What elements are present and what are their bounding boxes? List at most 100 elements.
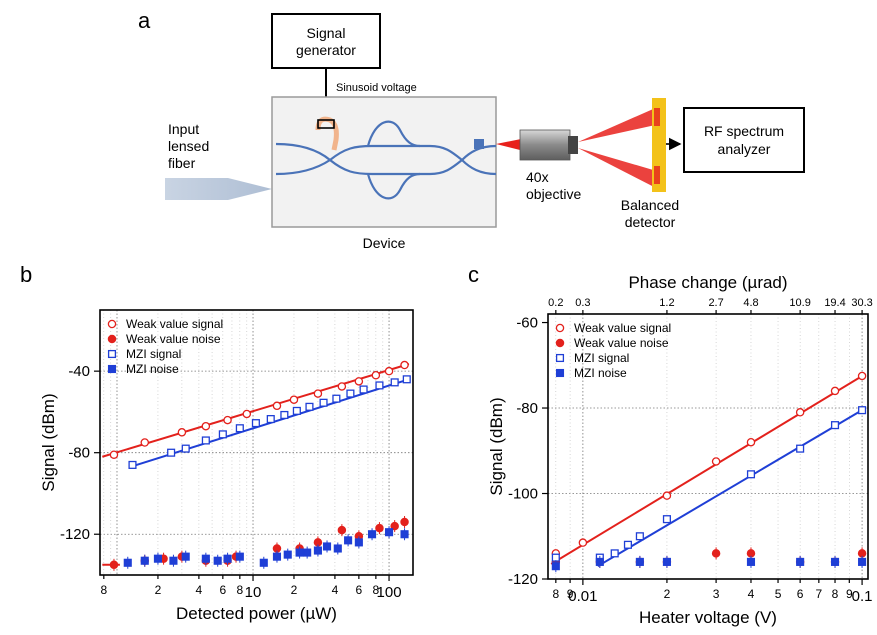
x-tick-label: 3 [713, 587, 720, 601]
x-tick-label: 4 [196, 583, 203, 597]
panel-label-c: c [468, 262, 479, 287]
data-point-mzi-signal [662, 515, 671, 524]
x-axis-title: Detected power (µW) [176, 604, 337, 623]
legend-marker [555, 368, 565, 378]
top-x-tick-label: 19.4 [824, 297, 845, 309]
data-point-weak-value-signal [746, 437, 756, 447]
data-point-weak-value-noise [390, 521, 399, 531]
y-tick-label: -80 [68, 445, 90, 462]
rf-analyzer-label: RF spectrum analyzer [704, 123, 784, 157]
data-point-mzi-noise [259, 558, 268, 567]
data-point-mzi-signal [201, 436, 210, 445]
legend-label: MZI signal [574, 351, 629, 365]
data-point-mzi-noise [354, 538, 363, 547]
data-point-mzi-signal [251, 419, 260, 428]
x-tick-label: 2 [155, 583, 162, 597]
top-x-tick-label: 30.3 [851, 297, 872, 309]
data-point-mzi-noise [283, 550, 292, 559]
legend-label: Weak value signal [126, 317, 223, 331]
data-point-mzi-noise [169, 556, 178, 565]
panel-a-schematic: a Signal generator Sinusoid voltage Input… [138, 8, 805, 251]
x-tick-label: 4 [748, 587, 755, 601]
data-point-mzi-signal [235, 424, 244, 433]
legend-label: MZI noise [126, 362, 179, 376]
data-point-mzi-signal [292, 406, 301, 415]
legend-marker [107, 334, 117, 344]
data-point-mzi-noise [140, 556, 149, 565]
data-point-weak-value-signal [384, 366, 394, 376]
data-point-mzi-noise [223, 554, 232, 563]
data-point-weak-value-noise [857, 549, 867, 558]
top-x-axis-title: Phase change (µrad) [628, 273, 787, 292]
x-axis-title: Heater voltage (V) [639, 608, 777, 627]
data-point-weak-value-signal [578, 538, 588, 547]
y-tick-label: -40 [68, 363, 90, 380]
data-point-weak-value-signal [662, 491, 672, 500]
data-point-mzi-signal [319, 398, 328, 407]
data-point-mzi-noise [344, 536, 353, 545]
x-tick-label: 9 [846, 587, 853, 601]
data-point-mzi-noise [322, 542, 332, 551]
data-point-mzi-signal [280, 410, 289, 420]
data-point-weak-value-signal [795, 408, 805, 417]
photodiode-top [654, 108, 660, 126]
objective-lens [519, 129, 571, 161]
data-point-weak-value-signal [223, 415, 232, 425]
y-tick-label: -60 [516, 315, 538, 332]
beam-lower [578, 148, 660, 190]
data-point-mzi-signal [796, 444, 805, 453]
rf-analyzer-box [683, 107, 805, 173]
top-x-tick-label: 0.2 [548, 297, 563, 309]
data-point-mzi-noise [153, 554, 162, 563]
x-tick-label: 6 [356, 583, 363, 597]
beam-upper [578, 106, 660, 142]
data-point-weak-value-signal [857, 371, 867, 381]
top-x-tick-label: 10.9 [789, 297, 810, 309]
legend-marker [555, 353, 565, 363]
x-tick-label: 4 [332, 583, 339, 597]
data-point-weak-value-signal [830, 386, 840, 396]
data-point-mzi-noise [551, 562, 560, 571]
data-point-mzi-signal [128, 460, 137, 469]
data-point-weak-value-signal [400, 360, 409, 370]
data-point-mzi-signal [635, 532, 644, 541]
data-point-mzi-noise [384, 528, 394, 537]
data-point-mzi-noise [368, 530, 377, 539]
data-point-weak-value-signal [337, 382, 347, 391]
data-point-mzi-noise [635, 557, 644, 566]
y-tick-label: -80 [516, 400, 538, 417]
legend-marker [107, 319, 117, 329]
x-tick-label: 9 [567, 587, 574, 601]
data-point-weak-value-signal [140, 438, 150, 447]
data-point-weak-value-signal [711, 457, 721, 466]
heater-contact [317, 119, 335, 129]
data-point-mzi-signal [181, 444, 190, 453]
x-tick-label: 10 [245, 584, 262, 601]
y-axis-title: Signal (dBm) [487, 397, 506, 495]
x-tick-label: 6 [797, 587, 804, 601]
legend-marker [107, 349, 117, 359]
x-tick-label: 7 [815, 587, 822, 601]
data-point-mzi-signal [746, 470, 756, 479]
x-tick-label: 6 [220, 583, 227, 597]
data-point-mzi-noise [333, 544, 342, 553]
data-point-weak-value-signal [371, 370, 381, 380]
lensed-fiber [165, 178, 272, 200]
data-point-mzi-signal [858, 406, 867, 415]
x-tick-label: 100 [377, 584, 402, 601]
y-tick-label: -120 [508, 571, 538, 588]
data-point-weak-value-noise [337, 525, 347, 535]
waveguide-network [275, 120, 497, 200]
x-tick-label: 8 [373, 583, 380, 597]
top-x-tick-label: 1.2 [659, 297, 674, 309]
x-tick-label: 2 [664, 587, 671, 601]
data-point-mzi-signal [346, 389, 355, 398]
y-tick-label: -120 [60, 526, 90, 543]
data-point-mzi-signal [390, 378, 399, 387]
data-point-mzi-signal [332, 394, 341, 403]
data-point-weak-value-signal [289, 395, 299, 404]
x-tick-label: 5 [775, 587, 782, 601]
